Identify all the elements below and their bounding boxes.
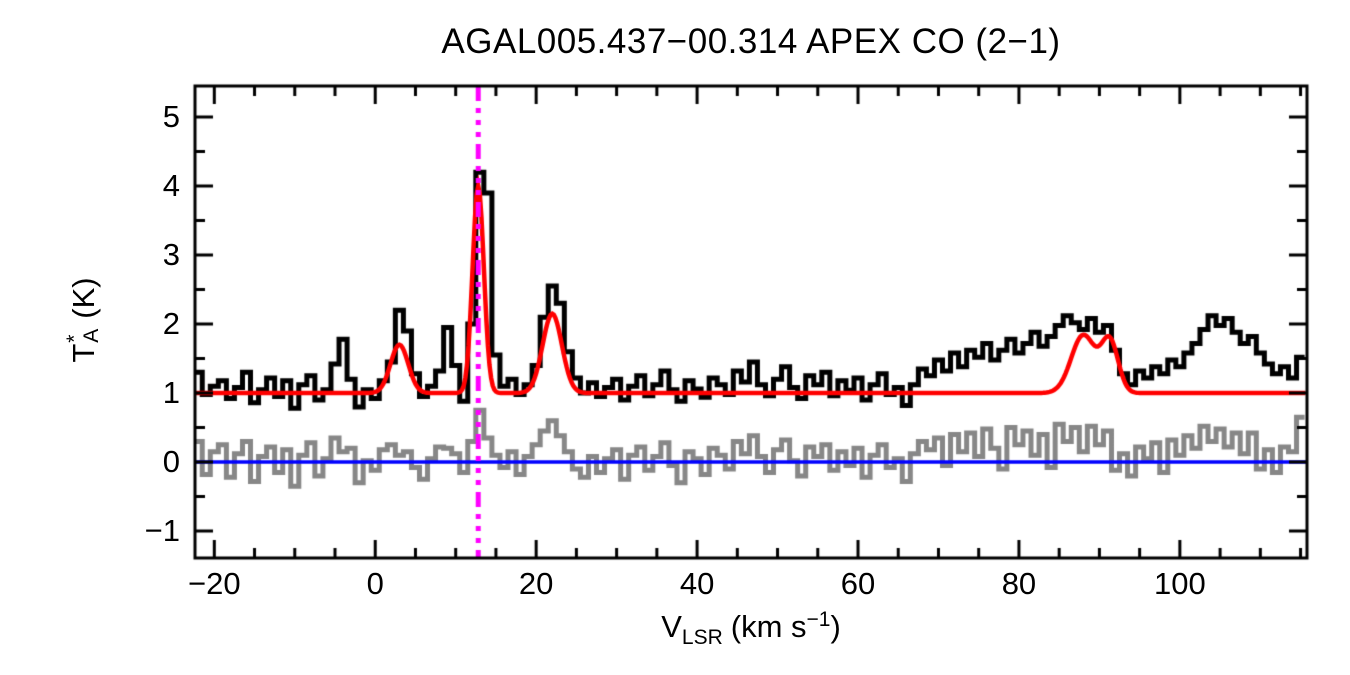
y-axis-label: T * A (K) <box>63 277 103 363</box>
x-axis-unit: (km s <box>730 609 807 644</box>
x-axis-label: VLSR (km s−1) <box>661 608 841 650</box>
y-tick-label: 3 <box>162 237 180 273</box>
x-axis-unit-close: ) <box>830 609 841 644</box>
y-axis-symbol-scripts: * A <box>63 328 103 343</box>
x-tick-label: −20 <box>188 566 241 601</box>
x-axis-symbol: V <box>661 609 682 644</box>
x-axis-exponent: −1 <box>806 608 831 631</box>
y-tick-label: 2 <box>162 306 180 342</box>
x-tick-label: 100 <box>1153 566 1206 601</box>
y-axis-symbol: T <box>66 343 101 363</box>
x-tick-label: 60 <box>840 566 876 601</box>
x-tick-label: 40 <box>679 566 715 601</box>
y-tick-label: 4 <box>162 168 180 204</box>
y-tick-label: 0 <box>162 444 180 480</box>
x-tick-label: 0 <box>366 566 384 601</box>
x-tick-label: 20 <box>518 566 554 601</box>
x-axis-subscript: LSR <box>681 626 723 649</box>
y-tick-label: 5 <box>162 99 180 135</box>
y-axis-subscript: A <box>80 328 103 343</box>
x-tick-label: 80 <box>1001 566 1037 601</box>
y-axis-unit: (K) <box>66 277 101 319</box>
chart-title: AGAL005.437−00.314 APEX CO (2−1) <box>441 22 1061 61</box>
y-tick-label: 1 <box>162 375 180 411</box>
y-tick-label: −1 <box>144 513 180 549</box>
